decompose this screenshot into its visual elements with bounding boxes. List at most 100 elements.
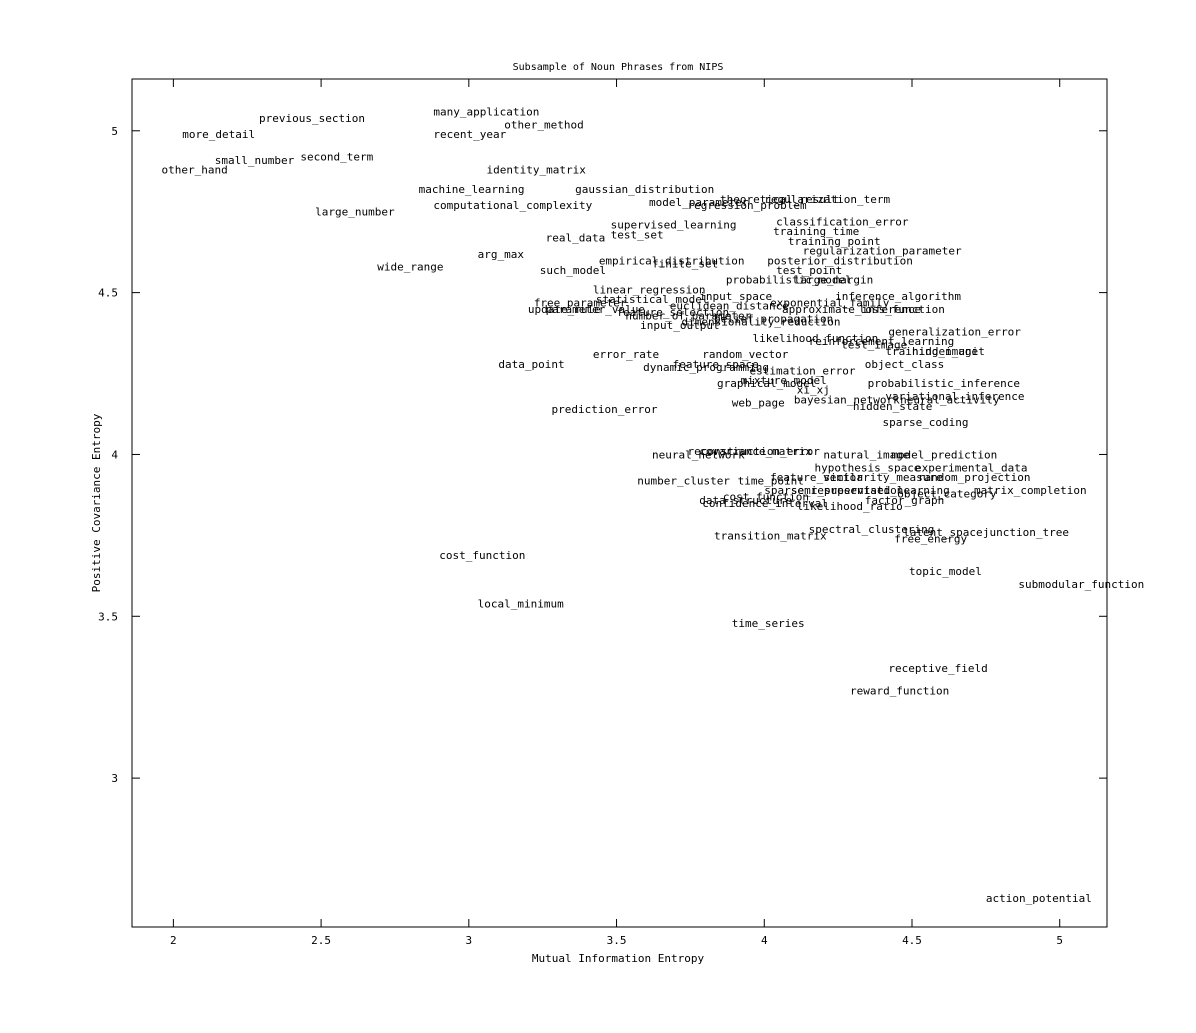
data-labels: previous_section many_applicationother_me…: [162, 105, 1145, 905]
data-point-label: reconstruction_error: [687, 445, 820, 458]
data-point-label: exponential_family: [770, 296, 890, 309]
data-point-label: input_space: [699, 290, 772, 303]
data-point-label: data_point: [498, 358, 564, 371]
data-point-label: computational_complexity: [433, 199, 592, 212]
data-point-label: bayesian_network: [794, 393, 900, 406]
data-point-label: web_page: [732, 397, 785, 410]
data-point-label: prediction_error: [552, 403, 658, 416]
data-point-label: second_term: [300, 151, 373, 164]
data-point-label: regression_problem: [687, 199, 807, 212]
data-point-label: supervised_learning: [611, 219, 737, 232]
plot-frame: [131, 78, 1108, 928]
data-point-label: belief_propagation: [714, 313, 833, 326]
data-point-label: feature_space: [673, 358, 759, 371]
data-point-label: natural_image: [823, 448, 909, 461]
data-point-label: transition_matrix: [714, 529, 827, 542]
x-tick-label: 2.5: [311, 934, 331, 947]
data-point-label: parameter_value: [546, 303, 645, 316]
data-point-label: classification_error: [776, 215, 909, 228]
data-point-label: euclidean_distance: [670, 300, 789, 313]
data-point-label: neural_activity: [900, 393, 1000, 406]
data-point-label: posterior_distribution: [767, 254, 913, 267]
data-point-label: recent_year: [433, 128, 506, 141]
data-point-label: error_rate: [593, 348, 659, 361]
data-point-label: loss_function: [859, 303, 945, 316]
y-tick-label: 3: [111, 772, 118, 785]
data-point-label: hidden_unit: [912, 345, 985, 358]
data-point-label: feature_vector: [770, 471, 863, 484]
data-point-label: time_point: [738, 474, 804, 487]
x-tick-label: 3.5: [607, 934, 627, 947]
data-point-label: model_parameter: [649, 196, 749, 209]
data-point-label: local_minimum: [478, 597, 564, 610]
data-point-label: update_rule: [528, 303, 601, 316]
data-point-label: object_class: [865, 358, 944, 371]
data-point-label: xi_xj: [797, 384, 830, 397]
chart-title: Subsample of Noun Phrases from NIPS: [513, 62, 724, 73]
data-point-label: probabilistic_inference: [868, 377, 1020, 390]
data-point-label: dimensionality_reduction: [682, 316, 841, 329]
data-point-label: feature_selection: [617, 306, 730, 319]
data-point-label: finite_set: [652, 257, 718, 270]
y-axis-label: Positive Covariance Entropy: [90, 413, 103, 592]
data-point-label: large_number: [315, 206, 395, 219]
data-point-label: inference_algorithm: [835, 290, 961, 303]
data-point-label: data_structure: [699, 494, 792, 507]
data-point-label: machine_learning: [419, 183, 525, 196]
data-point-label: arg_max: [478, 248, 525, 261]
data-point-label: spectral_clustering: [809, 523, 935, 536]
data-point-label: likelihood_ratio: [797, 500, 903, 513]
data-point-label: probabilistic_model: [726, 274, 852, 287]
data-point-label: random_projection: [918, 471, 1031, 484]
data-point-label: empirical_distribution: [599, 254, 745, 267]
data-point-label: cost_function: [723, 491, 809, 504]
data-point-label: test_image: [841, 338, 907, 351]
x-tick-label: 4: [761, 934, 768, 947]
x-tick-label: 5: [1056, 934, 1063, 947]
y-axis-ticks: 3 3.5 4 4.5 5: [98, 125, 1107, 785]
data-point-label: other_method: [504, 118, 583, 131]
data-point-label: large_margin: [794, 274, 873, 287]
data-point-label: topic_model: [909, 565, 982, 578]
data-point-label: random_vector: [702, 348, 788, 361]
data-point-label: free_parameter: [534, 296, 627, 309]
y-tick-label: 4: [111, 448, 118, 461]
data-point-label: other_hand: [162, 164, 228, 177]
data-point-label: reward_function: [850, 685, 949, 698]
y-tick-label: 4.5: [98, 287, 118, 300]
data-point-label: reinforcement_learning: [809, 335, 955, 348]
data-point-label: real_data: [546, 232, 606, 245]
data-point-label: matrix_completion: [974, 484, 1087, 497]
data-point-label: statistical_model: [596, 293, 709, 306]
data-point-label: model_prediction: [891, 448, 997, 461]
data-point-label: theoretical_result: [720, 193, 839, 206]
data-point-label: sparse_representation: [764, 484, 903, 497]
data-point-label: likelihood_function: [752, 332, 878, 345]
data-point-label: regularization_parameter: [803, 245, 962, 258]
data-point-label: cost_function: [439, 549, 525, 562]
y-tick-label: 3.5: [98, 610, 118, 623]
data-point-label: regularization_term: [764, 193, 890, 206]
data-point-label: free_energy: [894, 533, 967, 546]
data-point-label: sparse_coding: [882, 416, 968, 429]
data-point-label: dynamic_programming: [643, 361, 769, 374]
data-point-label: latent_space: [903, 526, 982, 539]
data-point-label: number_of_parameter: [625, 309, 751, 322]
data-point-label: estimation_error: [750, 364, 856, 377]
x-tick-label: 4.5: [902, 934, 922, 947]
data-point-label: covariance_matrix: [699, 445, 812, 458]
data-point-label: submodular_function: [1018, 578, 1144, 591]
x-tick-label: 2: [170, 934, 177, 947]
data-point-label: approximate_inference: [782, 303, 921, 316]
data-point-label: similarity_measure: [823, 471, 942, 484]
data-point-label: small_number: [215, 154, 295, 167]
data-point-label: identity_matrix: [487, 164, 587, 177]
data-point-label: graphical_model: [717, 377, 816, 390]
data-point-label: more_detail: [182, 128, 255, 141]
data-point-label: variational_inference: [885, 390, 1024, 403]
x-tick-label: 3: [466, 934, 473, 947]
data-point-label: training_time: [773, 225, 859, 238]
data-point-label: semi_supervised_learning: [791, 484, 950, 497]
data-point-label: training_image: [885, 345, 978, 358]
y-tick-label: 5: [111, 125, 118, 138]
